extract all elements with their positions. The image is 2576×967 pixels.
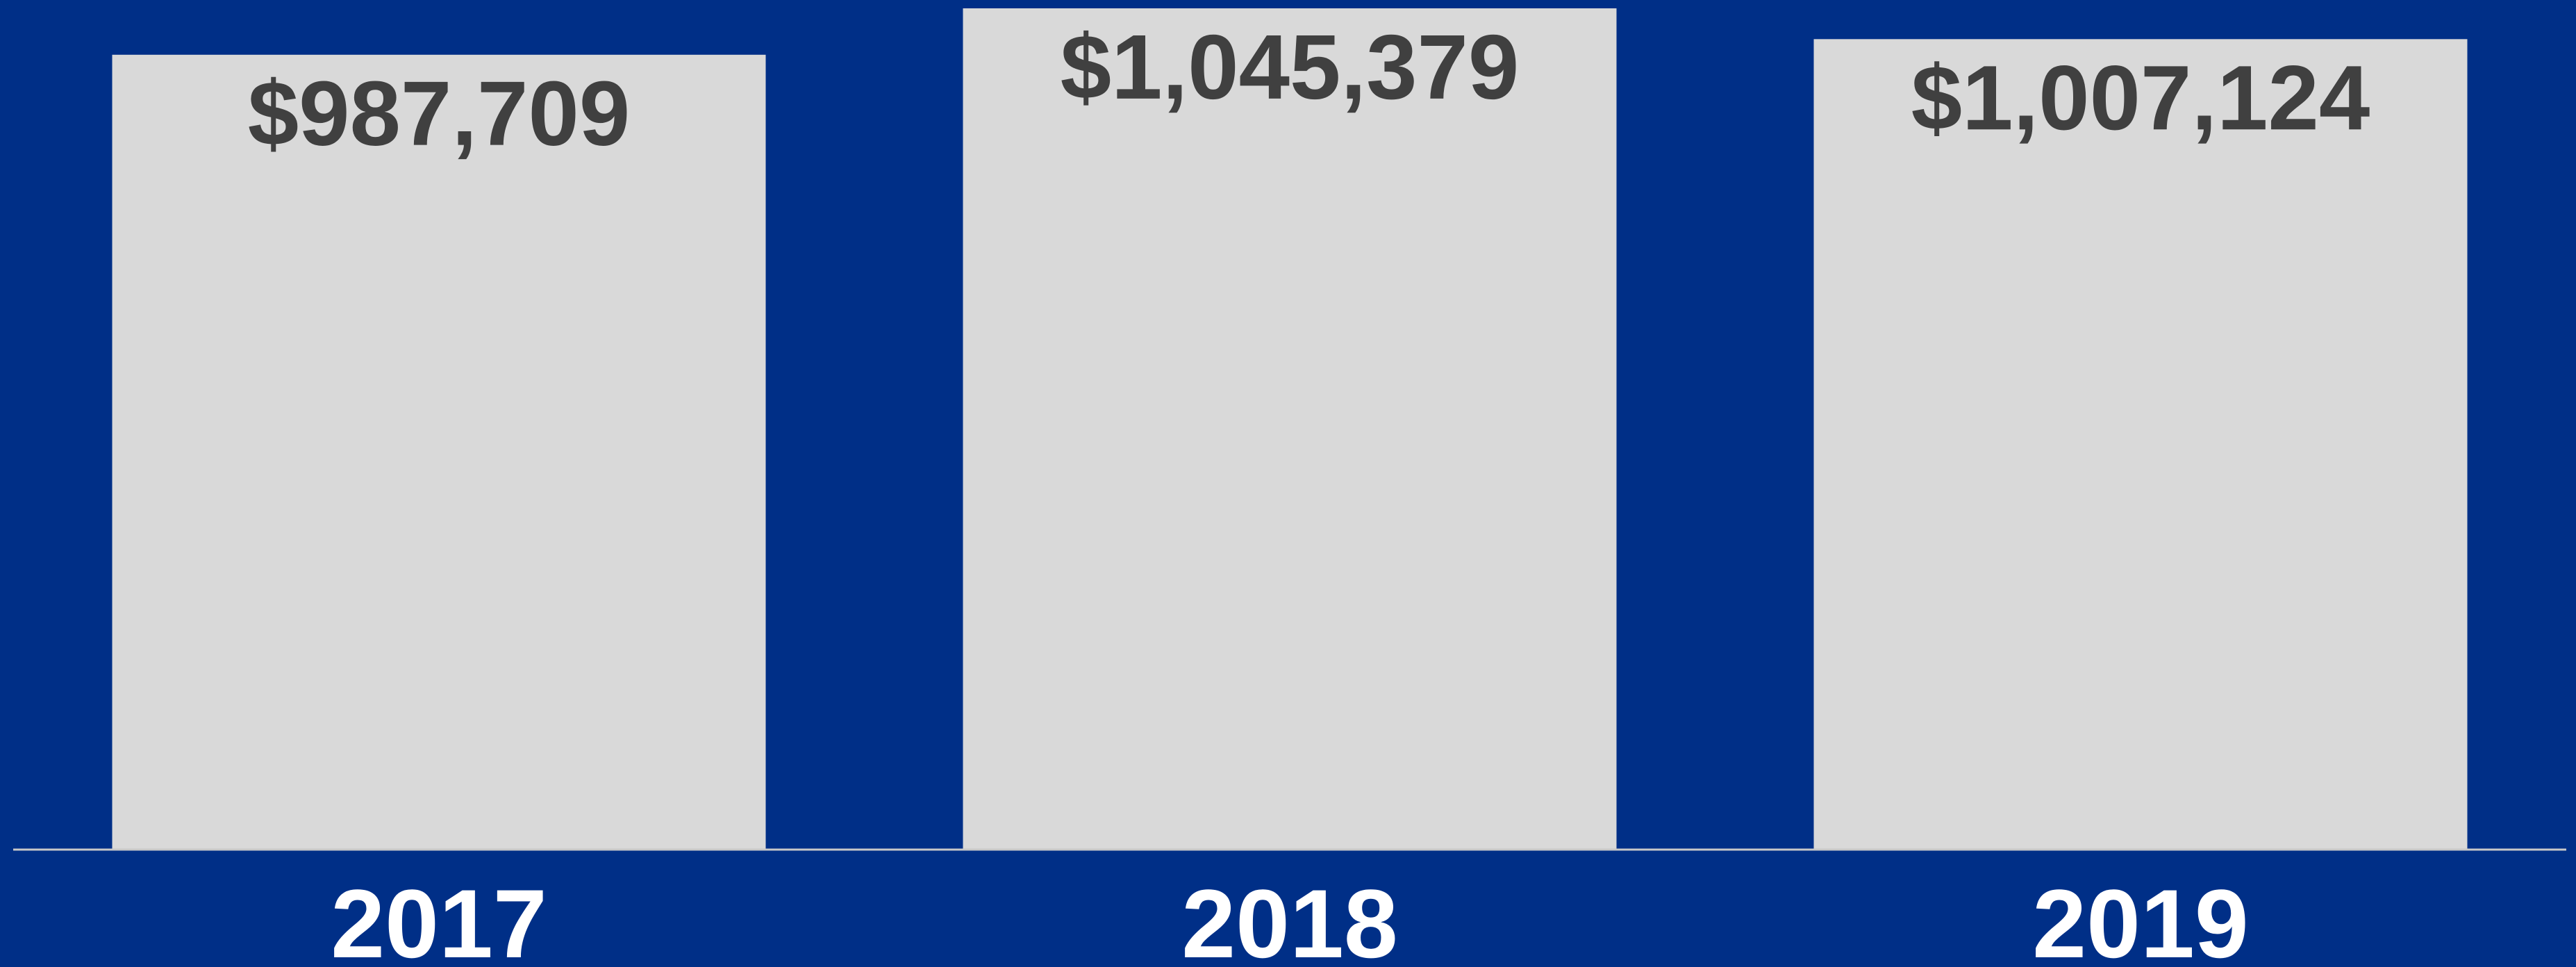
x-tick-label: 2018 (1181, 869, 1397, 967)
bar (963, 8, 1617, 850)
value-label: $987,709 (248, 63, 631, 165)
bar (112, 54, 766, 850)
value-label: $1,007,124 (1911, 47, 2370, 149)
value-label: $1,045,379 (1061, 16, 1520, 118)
bar (1813, 39, 2468, 850)
x-tick-label: 2017 (331, 869, 547, 967)
x-tick-label: 2019 (2032, 869, 2248, 967)
